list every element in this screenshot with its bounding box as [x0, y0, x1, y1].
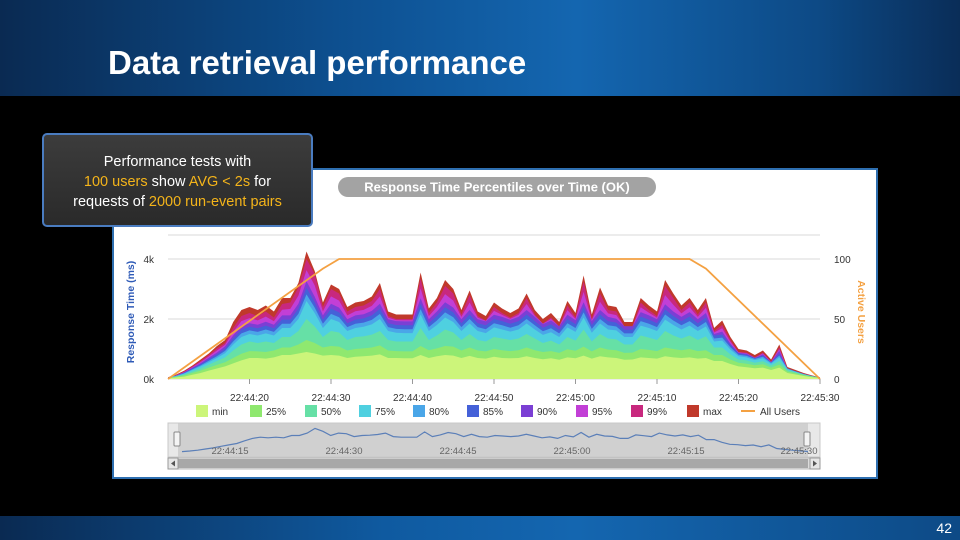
y2-axis-label: Active Users: [855, 280, 867, 344]
navigator-right-handle[interactable]: [803, 431, 811, 447]
legend-swatch-85pct: [467, 405, 479, 417]
navigator-ticks: 22:44:15 22:44:30 22:44:45 22:45:00 22:45:15…: [212, 446, 818, 457]
legend-label-99pct: 99%: [647, 407, 667, 418]
slide-number: 42: [936, 520, 952, 536]
callout-box: Performance tests with 100 users show AV…: [42, 133, 313, 227]
navigator-tick-label-5: 22:45:30: [781, 446, 818, 457]
y2-tick-label-1: 50: [834, 315, 846, 326]
time-navigator[interactable]: 22:44:15 22:44:30 22:44:45 22:45:00 22:45:15…: [167, 422, 821, 470]
callout-line-3: requests of 2000 run-event pairs: [44, 192, 311, 212]
x-tick-label-5: 22:45:10: [638, 393, 677, 404]
legend-swatch-25pct: [250, 405, 262, 417]
x-tick-label-7: 22:45:30: [801, 393, 840, 404]
active-users-line: [167, 258, 821, 380]
y2-tick-label-0: 0: [834, 375, 840, 386]
legend-swatch-95pct: [576, 405, 588, 417]
x-tick-label-2: 22:44:40: [393, 393, 432, 404]
navigator-tick-label-4: 22:45:15: [668, 446, 705, 457]
x-tick-label-4: 22:45:00: [556, 393, 595, 404]
legend-swatch-75pct: [359, 405, 371, 417]
callout-text-1: Performance tests with: [103, 154, 252, 170]
navigator-tick-label-3: 22:45:00: [554, 446, 591, 457]
y-tick-label-0: 0k: [143, 375, 155, 386]
area-min: [168, 352, 820, 379]
navigator-scrollbar-thumb[interactable]: [178, 459, 808, 468]
navigator-tick-label-2: 22:44:45: [440, 446, 477, 457]
x-tick-label-1: 22:44:30: [312, 393, 351, 404]
callout-text-4: requests of: [73, 194, 149, 210]
legend-label-95pct: 95%: [592, 407, 612, 418]
scroll-left-arrow-icon: [171, 460, 175, 467]
legend-label-50pct: 50%: [321, 407, 341, 418]
legend-label-users: All Users: [760, 407, 800, 418]
y-axis-label: Response Time (ms): [125, 261, 137, 364]
legend-swatch-90pct: [521, 405, 533, 417]
slide-header: Data retrieval performance: [0, 0, 960, 96]
legend-label-80pct: 80%: [429, 407, 449, 418]
slide-footer: 42: [0, 516, 960, 540]
navigator-selection[interactable]: [178, 423, 808, 457]
legend-label-min: min: [212, 407, 228, 418]
percentile-areas: [167, 251, 821, 380]
axis-ticks: 0k 2k 4k 0 50 100 22:44:20 22:44:30 22:44:40 22:4…: [143, 255, 851, 404]
navigator-left-handle[interactable]: [173, 431, 181, 447]
x-tick-label-0: 22:44:20: [230, 393, 269, 404]
x-tick-label-6: 22:45:20: [719, 393, 758, 404]
scroll-right-arrow-icon: [813, 460, 817, 467]
legend-label-90pct: 90%: [537, 407, 557, 418]
callout-line-1: Performance tests with: [44, 152, 311, 172]
navigator-tick-label-1: 22:44:30: [326, 446, 363, 457]
legend-swatch-max: [687, 405, 699, 417]
legend-label-25pct: 25%: [266, 407, 286, 418]
callout-highlight-users: 100 users: [83, 174, 148, 190]
x-tick-label-3: 22:44:50: [475, 393, 514, 404]
legend-swatch-99pct: [631, 405, 643, 417]
legend-label-85pct: 85%: [483, 407, 503, 418]
legend-label-max: max: [703, 407, 722, 418]
chart-title-pill: [338, 177, 656, 197]
navigator-series-line: [181, 427, 809, 453]
callout-text-2: show: [147, 174, 189, 190]
y-tick-label-1: 2k: [143, 315, 155, 326]
legend-swatch-80pct: [413, 405, 425, 417]
legend-swatch-50pct: [305, 405, 317, 417]
callout-text-3: for: [250, 174, 272, 190]
callout-highlight-pairs: 2000 run-event pairs: [148, 194, 282, 210]
legend-swatch-min: [196, 405, 208, 417]
slide-title: Data retrieval performance: [108, 44, 527, 81]
y-tick-label-2: 4k: [143, 255, 155, 266]
navigator-tick-label-0: 22:44:15: [212, 446, 249, 457]
y2-tick-label-2: 100: [834, 255, 851, 266]
legend-label-75pct: 75%: [375, 407, 395, 418]
chart-legend[interactable]: min 25% 50% 75% 80% 85% 90% 95% 99% max All Users: [196, 405, 800, 418]
callout-line-2: 100 users show AVG < 2s for: [44, 172, 311, 192]
callout-highlight-avg: AVG < 2s: [188, 174, 251, 190]
chart-title: Response Time Percentiles over Time (OK): [364, 180, 629, 195]
